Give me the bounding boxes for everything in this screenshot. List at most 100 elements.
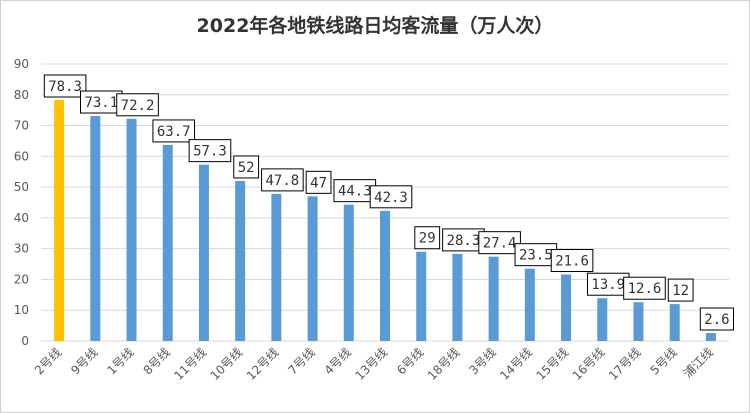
data-label-text: 27.4 — [483, 236, 517, 252]
data-label-box — [43, 74, 87, 98]
data-label: 12.6 — [623, 276, 666, 300]
data-label-text: 12 — [672, 283, 689, 299]
data-label-text: 63.7 — [157, 124, 191, 140]
data-label: 2.6 — [699, 307, 734, 331]
data-label-text: 57.3 — [193, 144, 227, 160]
data-label-box — [188, 139, 232, 163]
data-label: 23.5 — [514, 243, 558, 267]
data-label-text: 28.3 — [447, 233, 481, 249]
data-label-box — [414, 226, 441, 250]
x-tick-label: 6号线 — [394, 345, 426, 377]
x-tick-label: 12号线 — [244, 345, 282, 383]
bar — [198, 164, 209, 341]
y-tick-label: 40 — [14, 211, 29, 225]
data-label-text: 12.6 — [628, 281, 662, 297]
y-tick-label: 60 — [14, 149, 29, 163]
y-tick-label: 70 — [14, 119, 29, 133]
data-label-box — [667, 278, 694, 302]
bar — [561, 274, 572, 341]
data-label-text: 29 — [419, 231, 436, 247]
bar — [307, 196, 318, 341]
data-label: 44.3 — [333, 179, 377, 203]
y-tick-label: 50 — [14, 180, 29, 194]
data-label-box — [152, 119, 196, 143]
x-tick-label: 5号线 — [648, 345, 680, 377]
data-label: 52 — [233, 155, 260, 179]
x-tick-label: 7号线 — [285, 345, 317, 377]
data-label-text: 13.9 — [591, 277, 625, 293]
x-tick-label: 3号线 — [466, 345, 498, 377]
bar — [162, 144, 173, 341]
bar — [669, 304, 680, 341]
data-label: 42.3 — [369, 185, 413, 209]
bar — [416, 251, 427, 341]
data-label-text: 73.1 — [84, 95, 118, 111]
data-label-text: 72.2 — [121, 98, 155, 114]
bar — [343, 204, 354, 341]
data-label: 27.4 — [478, 231, 521, 255]
bar — [452, 253, 463, 341]
x-tick-label: 4号线 — [322, 345, 354, 377]
data-label: 12 — [667, 278, 694, 302]
bar — [126, 118, 137, 341]
y-axis-ticks: 0 10 20 30 40 50 60 70 80 90 — [14, 57, 29, 348]
data-label: 21.6 — [550, 249, 594, 273]
bars — [54, 100, 716, 342]
data-label-box — [478, 231, 521, 255]
data-label: 73.1 — [80, 90, 123, 114]
data-label: 29 — [414, 226, 441, 250]
data-label-text: 47 — [310, 175, 327, 191]
x-tick-label: 9号线 — [68, 345, 100, 377]
x-tick-label: 15号线 — [533, 345, 571, 383]
bar — [90, 116, 101, 342]
data-label: 63.7 — [152, 119, 196, 143]
data-label-text: 78.3 — [48, 79, 82, 95]
y-tick-label: 80 — [14, 88, 29, 102]
x-tick-label: 2号线 — [32, 345, 64, 377]
data-label: 57.3 — [188, 139, 232, 163]
data-label-text: 47.8 — [266, 173, 300, 189]
bar — [54, 100, 65, 341]
data-label: 13.9 — [586, 272, 630, 296]
bar — [235, 180, 246, 341]
data-label-text: 52 — [238, 160, 255, 176]
data-label-box — [233, 155, 260, 179]
y-tick-label: 10 — [14, 303, 29, 317]
data-label-text: 23.5 — [519, 248, 553, 264]
x-tick-label: 13号线 — [352, 345, 390, 383]
data-label-box — [623, 276, 666, 300]
x-tick-label: 17号线 — [606, 345, 644, 383]
bar — [271, 193, 282, 341]
data-label-text: 42.3 — [374, 190, 408, 206]
data-label-box — [116, 93, 159, 117]
x-tick-label: 浦江线 — [681, 345, 716, 380]
y-tick-label: 0 — [21, 334, 29, 348]
data-label-box — [369, 185, 413, 209]
data-label-box — [305, 170, 332, 194]
x-tick-label: 11号线 — [171, 345, 209, 383]
bar — [597, 298, 608, 341]
chart-title: 2022年各地铁线路日均客流量（万人次） — [196, 15, 554, 37]
data-label-text: 2.6 — [704, 312, 729, 328]
data-label: 47.8 — [261, 168, 304, 192]
data-labels: 78.373.1 72.263.757.3 52 47.8 47 44.3 42.3 29 28… — [43, 74, 734, 331]
data-label-box — [550, 249, 594, 273]
bar — [488, 256, 499, 341]
data-label-text: 44.3 — [338, 184, 372, 200]
x-tick-label: 14号线 — [497, 345, 535, 383]
y-tick-label: 90 — [14, 57, 29, 71]
data-label: 28.3 — [442, 228, 485, 252]
bar — [524, 268, 535, 341]
x-tick-label: 16号线 — [570, 345, 608, 383]
data-label: 78.3 — [43, 74, 87, 98]
y-tick-label: 30 — [14, 242, 29, 256]
data-label: 47 — [305, 170, 332, 194]
x-tick-label: 18号线 — [425, 345, 463, 383]
data-label-box — [699, 307, 734, 331]
data-label-box — [261, 168, 304, 192]
x-tick-label: 1号线 — [104, 345, 136, 377]
bar — [705, 332, 716, 341]
